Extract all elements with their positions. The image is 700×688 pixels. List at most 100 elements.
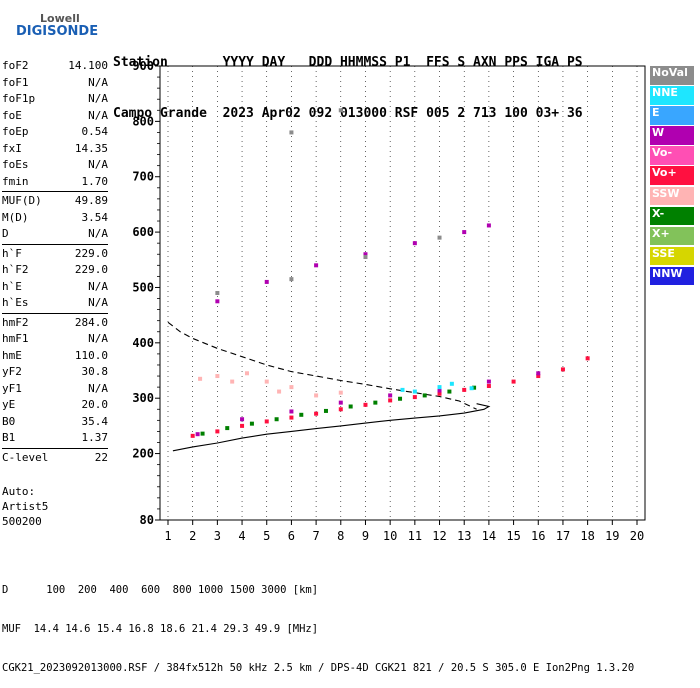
x-tick-label: 18	[580, 529, 594, 543]
echo-point	[299, 412, 304, 417]
echo-point	[400, 387, 405, 392]
y-tick-label: 300	[132, 391, 154, 405]
x-tick-label: 13	[457, 529, 471, 543]
param-name: foEp	[2, 125, 29, 138]
param-name: h`Es	[2, 296, 29, 309]
param-row: hmF2 284.0	[2, 315, 108, 332]
header-values: Campo Grande 2023 Apr02 092 013000 RSF 0…	[113, 106, 583, 121]
param-value: 229.0	[74, 246, 108, 260]
y-tick-label: 400	[132, 336, 154, 350]
param-value: 22	[94, 450, 108, 464]
y-tick-label: 200	[132, 447, 154, 461]
x-tick-label: 14	[482, 529, 496, 543]
echo-point	[511, 379, 516, 384]
echo-point	[323, 408, 328, 413]
echo-point	[215, 291, 220, 295]
echo-point	[388, 393, 393, 398]
echo-point	[462, 230, 467, 235]
echo-point	[338, 407, 343, 412]
param-value: 49.89	[74, 194, 108, 207]
param-value: 1.70	[81, 174, 109, 188]
param-value: 3.54	[81, 210, 109, 224]
echo-point	[388, 398, 393, 403]
x-tick-label: 10	[383, 529, 397, 543]
x-tick-label: 17	[556, 529, 570, 543]
param-row: yE 20.0	[2, 397, 108, 414]
echo-point	[472, 385, 477, 390]
echo-point	[215, 374, 220, 379]
param-row: foE N/A	[2, 108, 108, 125]
ionogram-chart: 1 2 3 4 5 6 7 8 9 10 11 12 13 14 15 16 17 18 19 20802003004…	[132, 59, 646, 543]
x-tick-label: 2	[189, 529, 196, 543]
echo-point	[338, 390, 343, 395]
legend-item: E	[650, 106, 694, 125]
logo-line1: Lowell	[40, 12, 80, 25]
param-row: yF1 N/A	[2, 381, 108, 398]
echo-point	[274, 417, 279, 422]
echo-point	[536, 371, 541, 376]
param-value: N/A	[88, 381, 108, 395]
param-name: B0	[2, 414, 16, 428]
param-name: yF2	[2, 365, 22, 378]
lowell-digisonde-logo: Lowell DIGISONDE	[4, 10, 104, 42]
echo-point	[289, 409, 294, 414]
echo-point	[437, 235, 442, 240]
echo-point	[447, 389, 452, 394]
param-value: 0.54	[81, 125, 109, 138]
echo-point	[422, 393, 427, 398]
echo-point	[195, 432, 200, 437]
param-row: foF1p N/A	[2, 91, 108, 108]
param-name: hmF2	[2, 315, 29, 329]
param-name: fmin	[2, 174, 29, 188]
param-row: h`E N/A	[2, 279, 108, 296]
param-row: yF2 30.8	[2, 364, 108, 381]
param-value: 30.8	[81, 365, 109, 378]
echo-point	[225, 426, 230, 431]
param-name: D	[2, 227, 9, 240]
y-tick-label: 80	[140, 513, 154, 527]
param-value: 284.0	[74, 315, 108, 329]
param-name: h`F2	[2, 263, 29, 276]
echo-point	[190, 433, 195, 438]
param-separator	[2, 243, 108, 245]
x-tick-label: 7	[312, 529, 319, 543]
legend-item: Vo-	[650, 146, 694, 165]
param-name: h`E	[2, 279, 22, 293]
param-value: 14.35	[74, 141, 108, 155]
legend-item: X-	[650, 206, 694, 226]
echo-point	[398, 396, 403, 401]
legend-item: NNE	[650, 86, 694, 105]
y-tick-label: 900	[132, 59, 154, 73]
param-name: yF1	[2, 381, 22, 395]
footer-muf-row: MUF 14.4 14.6 15.4 16.8 18.6 21.4 29.3 4…	[2, 623, 319, 635]
param-row: h`F2 229.0	[2, 262, 108, 279]
x-tick-label: 5	[263, 529, 270, 543]
logo-line2: DIGISONDE	[16, 24, 99, 39]
param-value: N/A	[88, 92, 108, 105]
echo-point	[486, 379, 491, 384]
echo-point	[264, 279, 269, 284]
echo-point	[412, 389, 417, 394]
echo-point	[264, 419, 269, 424]
param-value: 1.37	[81, 431, 109, 444]
param-name: MUF(D)	[2, 194, 42, 207]
param-row: foEs N/A	[2, 157, 108, 174]
x-tick-label: 6	[288, 529, 295, 543]
echo-point	[240, 417, 245, 422]
param-row: B1 1.37	[2, 430, 108, 447]
footer: D 100 200 400 600 800 1000 1500 3000 [km…	[2, 558, 634, 688]
echo-point	[437, 388, 442, 393]
echo-point	[314, 411, 319, 416]
x-tick-label: 16	[531, 529, 545, 543]
echo-point	[449, 381, 454, 386]
plot-frame	[159, 65, 646, 521]
echo-point	[215, 299, 220, 304]
param-row: M(D) 3.54	[2, 210, 108, 227]
echo-point	[469, 386, 474, 391]
echo-point	[348, 404, 353, 409]
echo-point	[363, 402, 368, 407]
legend-item: SSW	[650, 186, 694, 206]
param-row: C-level 22	[2, 450, 108, 467]
param-separator	[2, 312, 108, 314]
echo-point	[373, 400, 378, 405]
